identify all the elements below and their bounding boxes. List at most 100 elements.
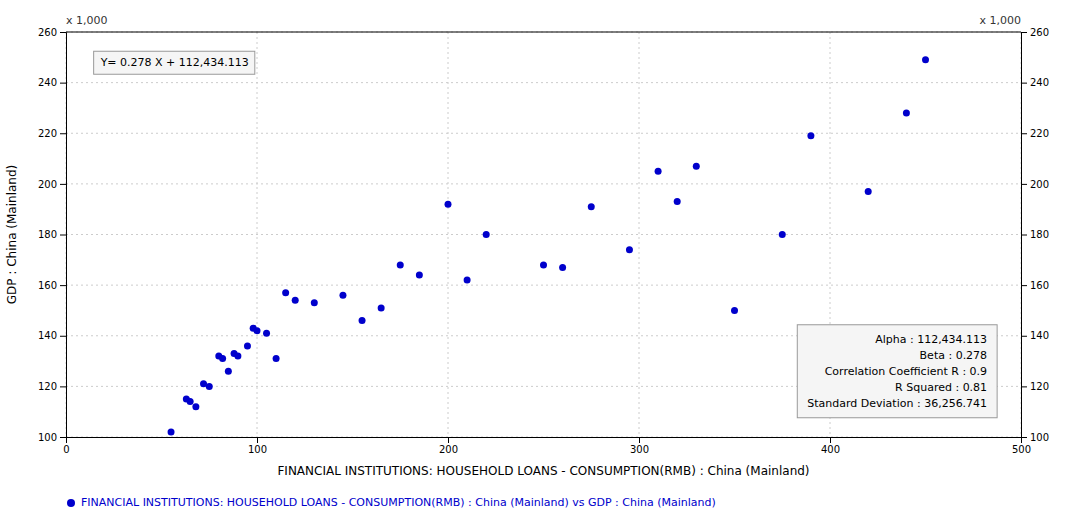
point xyxy=(540,261,547,268)
point xyxy=(445,201,452,208)
point xyxy=(311,299,318,306)
point xyxy=(416,272,423,279)
legend-label: FINANCIAL INSTITUTIONS: HOUSEHOLD LOANS … xyxy=(81,496,716,509)
tick-mark xyxy=(60,386,66,387)
tick-label: 200 xyxy=(1030,179,1049,190)
point xyxy=(244,342,251,349)
tick-label: 260 xyxy=(38,27,57,38)
tick: 200 xyxy=(38,179,66,190)
point xyxy=(254,327,261,334)
grid-line xyxy=(639,32,640,437)
tick: 100 xyxy=(38,432,66,443)
tick: 140 xyxy=(1021,330,1049,341)
tick: 120 xyxy=(1021,381,1049,392)
tick-label: 260 xyxy=(1030,27,1049,38)
tick: 140 xyxy=(38,330,66,341)
point xyxy=(464,277,471,284)
tick-label: 180 xyxy=(38,229,57,240)
tick: 180 xyxy=(1021,229,1049,240)
legend-item: FINANCIAL INSTITUTIONS: HOUSEHOLD LOANS … xyxy=(67,496,716,509)
point xyxy=(339,292,346,299)
chart: 0100200300400500100120140160180200220240… xyxy=(0,0,1081,519)
point xyxy=(588,203,595,210)
tick: 200 xyxy=(1021,179,1049,190)
frame-line xyxy=(66,32,1021,33)
axis-line xyxy=(67,438,1022,444)
point xyxy=(225,368,232,375)
y2-axis: 100 120 140 160 180 200 220 240 260 xyxy=(1021,27,1049,443)
point xyxy=(234,353,241,360)
tick-mark xyxy=(1021,285,1027,286)
tick-label: 300 xyxy=(630,444,649,455)
point xyxy=(674,198,681,205)
grid-line xyxy=(66,183,1021,184)
tick-mark xyxy=(1021,83,1027,84)
tick-label: 100 xyxy=(1030,432,1049,443)
y-axis: 100120140160180200220240260 xyxy=(38,27,67,443)
point xyxy=(219,355,226,362)
tick-mark xyxy=(1021,184,1027,185)
point xyxy=(273,355,280,362)
equation-box: Y= 0.278 X + 112,434.113 xyxy=(94,51,255,74)
tick-label: 100 xyxy=(248,444,267,455)
grid-line xyxy=(66,32,1021,33)
point xyxy=(168,428,175,435)
annotation: x 1,000 xyxy=(980,14,1022,27)
tick: 200 xyxy=(439,437,458,455)
point xyxy=(903,110,910,117)
tick: 260 xyxy=(1021,27,1049,38)
point xyxy=(655,168,662,175)
grid-line xyxy=(66,234,1021,235)
grid-line xyxy=(66,133,1021,134)
tick-mark xyxy=(1021,235,1027,236)
x-axis-title: FINANCIAL INSTITUTIONS: HOUSEHOLD LOANS … xyxy=(277,464,809,478)
point xyxy=(483,231,490,238)
grid xyxy=(66,32,1021,437)
point xyxy=(626,246,633,253)
tick: 220 xyxy=(38,128,66,139)
tick-label: 240 xyxy=(1030,77,1049,88)
annotation: x 1,000 xyxy=(66,14,108,27)
legend: FINANCIAL INSTITUTIONS: HOUSEHOLD LOANS … xyxy=(67,496,716,509)
tick-mark xyxy=(1021,133,1027,134)
x-axis: 0100200300400500 xyxy=(63,437,1031,455)
tick-mark xyxy=(448,437,449,443)
tick-label: 160 xyxy=(1030,280,1049,291)
tick-label: 500 xyxy=(1012,444,1031,455)
tick-label: 120 xyxy=(38,381,57,392)
point xyxy=(779,231,786,238)
legend-swatch xyxy=(67,499,75,507)
tick-label: 220 xyxy=(1030,128,1049,139)
tick: 500 xyxy=(1012,437,1031,455)
tick: 160 xyxy=(38,280,66,291)
grid-line xyxy=(66,82,1021,83)
tick-mark xyxy=(1021,32,1027,33)
point xyxy=(192,403,199,410)
tick-label: 400 xyxy=(821,444,840,455)
tick-mark xyxy=(60,184,66,185)
point xyxy=(187,398,194,405)
axis-line xyxy=(60,33,67,438)
tick-mark xyxy=(60,235,66,236)
stats-box: Alpha : 112,434.113Beta : 0.278Correlati… xyxy=(797,325,997,418)
grid-line xyxy=(66,285,1021,286)
tick-label: 140 xyxy=(38,330,57,341)
tick-mark xyxy=(60,336,66,337)
point xyxy=(922,56,929,63)
tick-label: 180 xyxy=(1030,229,1049,240)
annotations: Y= 0.278 X + 112,434.113 Alpha : 112,434.… xyxy=(94,51,997,418)
tick-mark xyxy=(257,437,258,443)
point xyxy=(693,163,700,170)
annotation: Y= 0.278 X + 112,434.113 xyxy=(100,56,249,69)
tick-mark xyxy=(639,437,640,443)
tick-mark xyxy=(60,32,66,33)
tick: 100 xyxy=(1021,432,1049,443)
tick-label: 160 xyxy=(38,280,57,291)
annotation: Alpha : 112,434.113Beta : 0.278Correlati… xyxy=(807,333,987,410)
tick: 160 xyxy=(1021,280,1049,291)
point xyxy=(731,307,738,314)
tick: 260 xyxy=(38,27,66,38)
point xyxy=(559,264,566,271)
y-axis-title: GDP : China (Mainland) xyxy=(5,165,19,304)
tick: 220 xyxy=(1021,128,1049,139)
